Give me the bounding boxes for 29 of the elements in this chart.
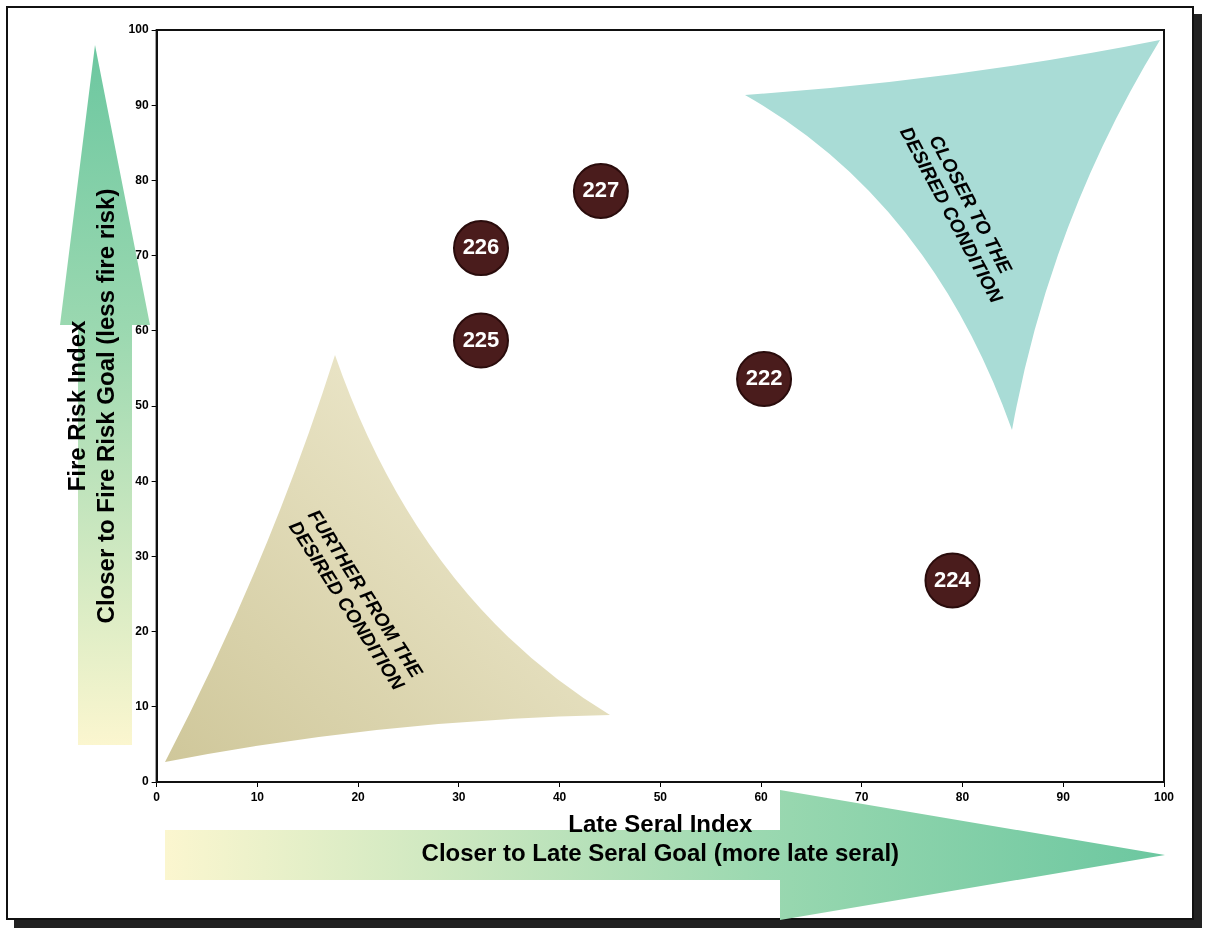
x-tick-label: 80: [955, 789, 970, 804]
x-tick-label: 30: [452, 789, 466, 804]
y-tick-label: 70: [135, 247, 149, 262]
y-tick-label: 60: [135, 323, 149, 338]
y-tick-label: 100: [128, 22, 149, 37]
series-label: 226: [462, 234, 500, 260]
y-tick-label: 40: [135, 473, 149, 488]
series-label: 222: [745, 364, 783, 390]
series-label: 227: [582, 176, 620, 202]
y-tick-label: 80: [135, 172, 149, 187]
y-tick-label: 20: [135, 623, 149, 638]
y-tick-label: 50: [135, 398, 149, 413]
x-tick-label: 50: [653, 789, 668, 804]
y-axis-title: Fire Risk Index Closer to Fire Risk Goal (less fire risk): [63, 188, 119, 624]
x-tick-label: 20: [351, 789, 366, 804]
x-tick-label: 70: [855, 789, 869, 804]
series-label: 224: [934, 566, 972, 592]
x-tick-label: 100: [1153, 789, 1175, 804]
x-tick-label: 90: [1056, 789, 1071, 804]
y-tick-label: 30: [135, 548, 149, 563]
x-tick-label: 0: [153, 789, 161, 804]
x-axis-title: Late Seral Index Closer to Late Seral Goal (more late seral): [421, 810, 900, 867]
x-tick-label: 40: [552, 789, 567, 804]
y-tick-label: 10: [135, 699, 149, 714]
y-tick-label: 0: [141, 774, 149, 789]
y-tick-label: 90: [135, 97, 149, 112]
series-label: 225: [462, 326, 500, 352]
x-tick-label: 60: [754, 789, 769, 804]
x-tick-label: 10: [250, 789, 265, 804]
